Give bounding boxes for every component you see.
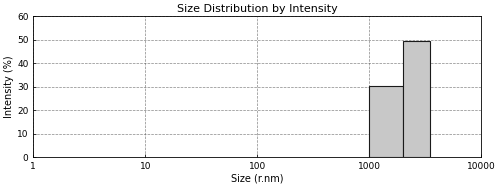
Bar	[403, 41, 430, 157]
X-axis label: Size (r.nm): Size (r.nm)	[231, 174, 283, 184]
Bar	[370, 86, 403, 157]
Y-axis label: Intensity (%): Intensity (%)	[4, 55, 14, 118]
Title: Size Distribution by Intensity: Size Distribution by Intensity	[177, 4, 338, 14]
